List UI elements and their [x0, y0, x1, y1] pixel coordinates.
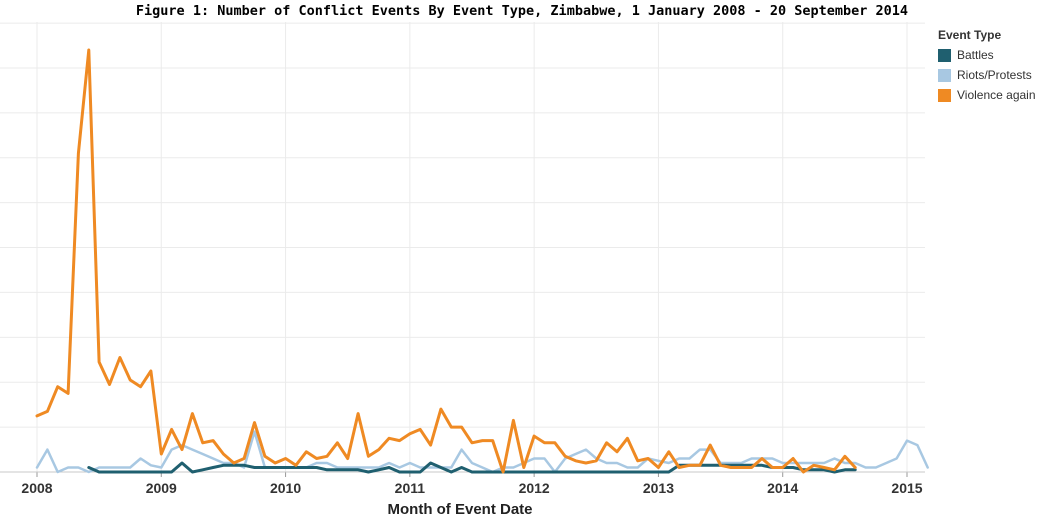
legend-label-battles: Battles [957, 48, 994, 62]
x-tick-label: 2013 [643, 480, 674, 496]
legend-swatch-battles [938, 48, 951, 62]
x-tick-label: 2015 [891, 480, 922, 496]
line-chart: 2008 2009 2010 2011 2012 2013 2014 2015 Month o… [0, 22, 929, 518]
x-axis: 2008 2009 2010 2011 2012 2013 2014 2015 [0, 471, 925, 496]
x-tick-label: 2011 [395, 480, 426, 496]
legend-label-riots-protests: Riots/Protests [957, 68, 1032, 82]
chart-title: Figure 1: Number of Conflict Events By E… [135, 3, 909, 19]
x-tick-label: 2008 [21, 480, 52, 496]
legend-item-riots-protests[interactable]: Riots/Protests [938, 65, 1044, 85]
x-tick-label: 2014 [767, 480, 798, 496]
series-lines [35, 48, 929, 474]
legend-swatch-violence-against [938, 88, 951, 102]
legend-item-battles[interactable]: Battles [938, 45, 1044, 65]
legend: Event Type Battles Riots/Protests Violen… [938, 28, 1044, 105]
legend-label-violence-against: Violence again [957, 88, 1036, 102]
series-line-violence-again[interactable] [35, 48, 857, 474]
legend-item-violence-against[interactable]: Violence again [938, 85, 1044, 105]
x-tick-label: 2009 [146, 480, 177, 496]
gridlines [0, 22, 925, 473]
series-line-riots-protests[interactable] [35, 430, 929, 474]
legend-swatch-riots-protests [938, 68, 951, 82]
x-tick-label: 2010 [270, 480, 301, 496]
x-tick-label: 2012 [519, 480, 550, 496]
legend-title: Event Type [938, 28, 1002, 42]
x-axis-label: Month of Event Date [388, 501, 533, 518]
